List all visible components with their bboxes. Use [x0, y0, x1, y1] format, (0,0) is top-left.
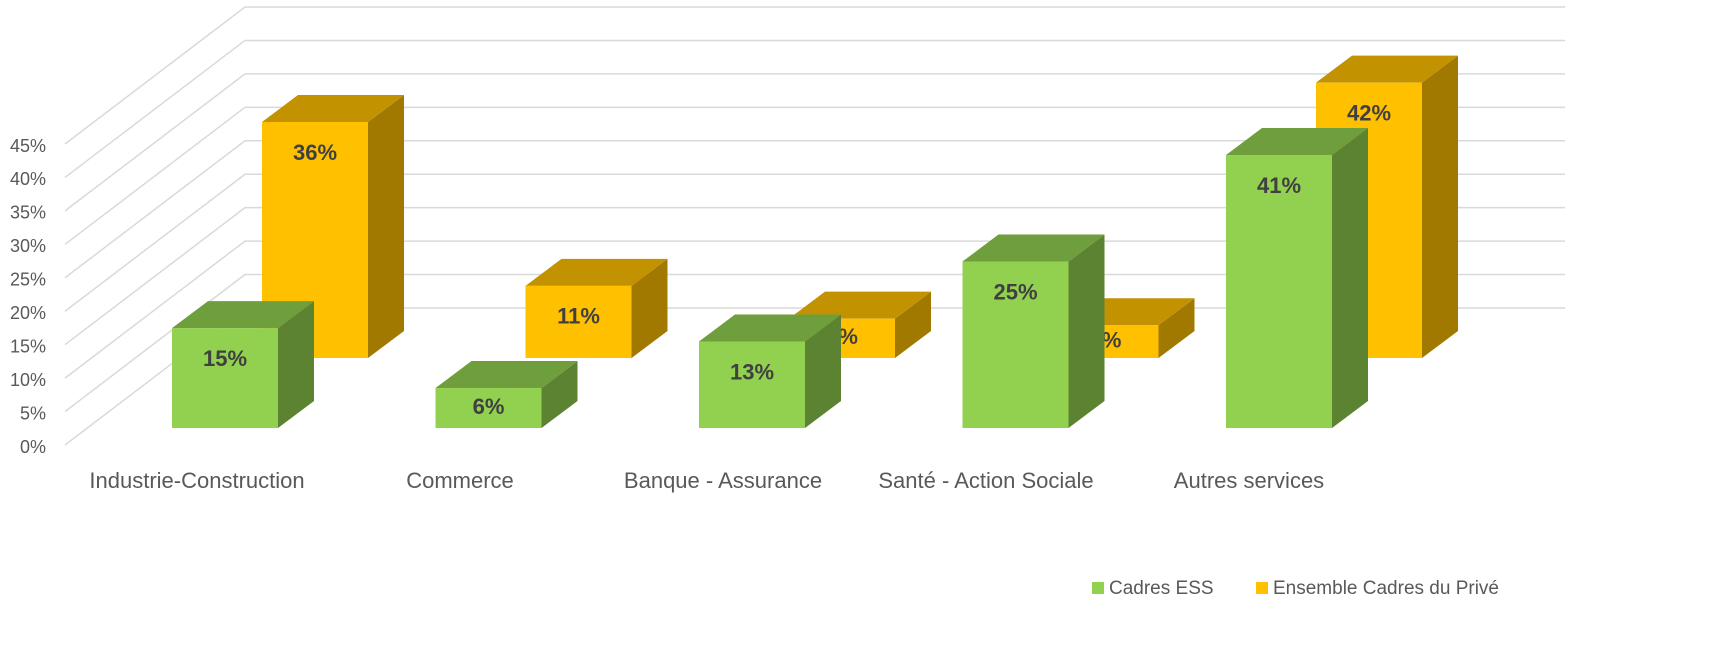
bar-top [172, 301, 314, 329]
bar-side [1332, 128, 1368, 428]
data-label: 6% [473, 394, 505, 419]
grid-line [64, 140, 1565, 279]
grid-line [64, 73, 1565, 212]
data-label: 42% [1347, 100, 1391, 125]
y-tick-label: 10% [10, 370, 46, 390]
legend-label: Cadres ESS [1109, 578, 1214, 599]
bar-side [1422, 55, 1458, 359]
x-tick-label: Autres services [1174, 468, 1324, 493]
data-label: 13% [730, 359, 774, 384]
y-tick-label: 5% [20, 403, 46, 423]
bar-top [1316, 55, 1458, 83]
x-tick-label: Industrie-Construction [89, 468, 304, 493]
bar-top [1226, 128, 1368, 155]
y-tick-label: 30% [10, 236, 46, 256]
bar-top [435, 361, 578, 389]
data-label: 15% [203, 346, 247, 371]
y-tick-label: 35% [10, 203, 46, 223]
bar-top [262, 95, 404, 122]
y-tick-label: 25% [10, 270, 46, 290]
grid-line [64, 206, 1565, 346]
bar-side [278, 301, 314, 428]
bar [435, 388, 542, 428]
bar [525, 285, 632, 358]
bar-side [541, 361, 578, 428]
grid-line [64, 106, 1565, 245]
bar-top [525, 258, 668, 286]
y-tick-label: 0% [20, 437, 46, 457]
legend-label: Ensemble Cadres du Privé [1273, 578, 1499, 599]
data-label: 11% [557, 304, 600, 329]
grid-line [64, 240, 1565, 379]
y-tick-label: 15% [10, 336, 46, 356]
x-tick-label: Banque - Assurance [624, 468, 822, 493]
data-label: 41% [1257, 173, 1301, 198]
grid-line [64, 39, 1565, 179]
bar-side [1158, 298, 1195, 358]
bar [962, 261, 1069, 428]
bar-top [699, 314, 841, 342]
x-tick-label: Santé - Action Sociale [878, 468, 1093, 493]
y-tick-label: 40% [10, 169, 46, 189]
grid-line [64, 173, 1565, 312]
bar [172, 328, 278, 428]
bar-side [805, 314, 841, 428]
bar-side [895, 291, 931, 358]
legend-swatch [1092, 582, 1104, 594]
y-tick-label: 20% [10, 303, 46, 323]
bar-side [631, 258, 668, 358]
bar-side [368, 95, 404, 358]
legend-swatch [1256, 582, 1268, 594]
bar [1226, 155, 1332, 428]
grid-line [64, 273, 1565, 413]
bar [699, 341, 805, 428]
x-tick-label: Commerce [406, 468, 514, 493]
data-label: 36% [293, 140, 337, 165]
bar-top [962, 234, 1105, 262]
grid-line [64, 6, 1565, 145]
bar-side [1068, 234, 1105, 428]
y-tick-label: 45% [10, 136, 46, 156]
data-label: 25% [993, 279, 1037, 304]
bar-top [789, 291, 931, 319]
